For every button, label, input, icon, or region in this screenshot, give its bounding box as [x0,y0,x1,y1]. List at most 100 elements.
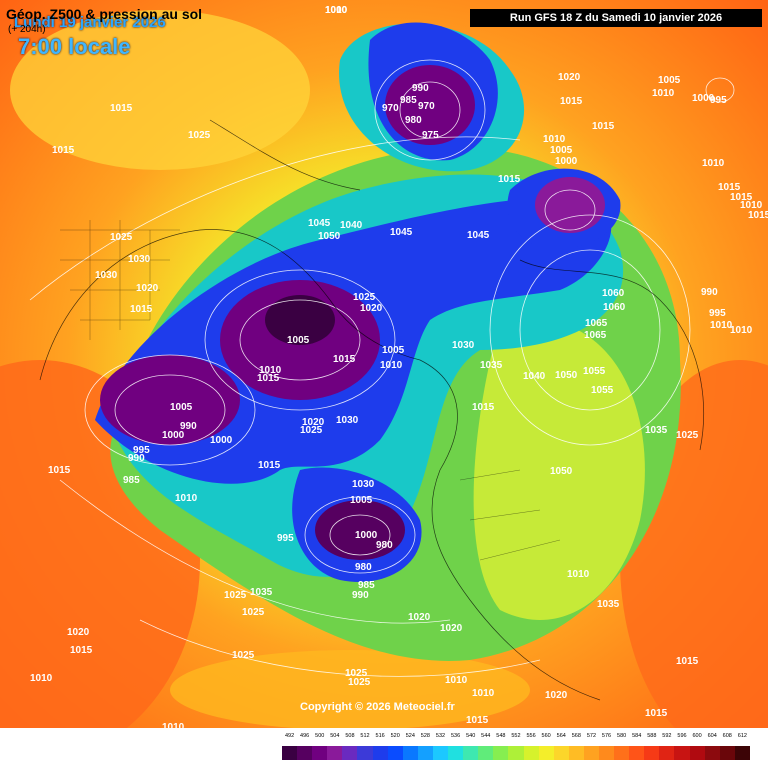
pressure-label: 1015 [748,210,768,221]
pressure-label: 1025 [232,650,255,661]
pressure-label: 1020 [136,283,159,294]
pressure-label: 1015 [110,103,133,114]
pressure-label: 1005 [658,75,681,86]
scale-label: 492 [284,733,295,739]
pressure-label: 995 [709,308,726,319]
pressure-label: 1015 [676,656,699,667]
pressure-label: 1015 [472,402,495,413]
scale-label: 496 [300,733,310,739]
pressure-label: 1020 [302,417,325,428]
scale-swatch [282,746,298,760]
weather-map: 1000101510251015102510301020101510309909… [0,0,768,728]
run-info: Run GFS 18 Z du Samedi 10 janvier 2026 [470,9,762,27]
pressure-label: 985 [358,580,375,591]
scale-swatch [538,746,554,760]
pressure-label: 1000 [355,530,378,541]
scale-label: 544 [481,733,491,739]
pressure-label: 1015 [333,354,356,365]
pressure-label: 975 [422,130,439,141]
pressure-label: 1015 [258,460,281,471]
pressure-label: 1030 [352,479,375,490]
pressure-label: 1000 [555,156,578,167]
pressure-label: 1010 [325,5,348,16]
pressure-label: 1005 [170,402,193,413]
scale-label: 512 [360,733,370,739]
scale-swatch [327,746,343,760]
product-title: Géop. Z500 & pression au sol [6,6,203,22]
pressure-label: 1035 [250,587,273,598]
pressure-label: 1045 [467,230,490,241]
scale-swatch [463,746,479,760]
color-scale [282,746,750,760]
scale-label: 500 [315,733,325,739]
scale-swatch [402,746,418,760]
scale-label: 504 [330,733,340,739]
scale-label: 508 [345,733,355,739]
pressure-label: 1015 [130,304,153,315]
scale-swatch [583,746,599,760]
scale-swatch [448,746,464,760]
pressure-label: 1050 [555,370,578,381]
scale-label: 572 [586,733,597,739]
pressure-label: 1010 [543,134,566,145]
pressure-label: 990 [412,83,429,94]
pressure-label: 1060 [602,288,625,299]
pressure-label: 1050 [550,466,573,477]
scale-label: 612 [737,733,747,739]
pressure-label: 1025 [242,607,265,618]
scale-swatch [659,746,675,760]
pressure-label: 985 [123,475,140,486]
pressure-label: 1010 [710,320,733,331]
scale-label: 532 [435,733,446,739]
core-hudson [265,295,335,345]
pressure-label: 995 [710,95,727,106]
scale-label: 588 [647,733,657,739]
pressure-label: 1030 [336,415,359,426]
pressure-label: 1065 [585,318,608,329]
pressure-label: 1015 [560,96,583,107]
pressure-label: 1000 [692,93,715,104]
pressure-label: 1065 [584,330,607,341]
scale-swatch [689,746,705,760]
pressure-label: 1010 [740,200,763,211]
pressure-label: 1015 [718,182,741,193]
pressure-label: 1025 [224,590,247,601]
scale-swatch [734,746,750,760]
pressure-label: 1000 [325,5,348,16]
pressure-label: 1015 [70,645,93,656]
pressure-label: 1010 [567,569,590,580]
scale-swatch [312,746,328,760]
pressure-label: 1005 [287,335,310,346]
pressure-label: 1025 [110,232,133,243]
pressure-label: 1005 [350,495,373,506]
pressure-label: 1015 [52,145,75,156]
scale-swatch [297,746,313,760]
pressure-label: 1015 [730,192,753,203]
pressure-label: 1025 [345,668,368,679]
scale-swatch [523,746,539,760]
pressure-label: 1040 [340,220,363,231]
scale-swatch [553,746,569,760]
product-subtitle: (+ 204h) [8,24,46,35]
forecast-time: 7:00 locale [18,34,131,59]
pressure-label: 1030 [452,340,475,351]
scale-label: 576 [601,733,612,739]
scale-label: 540 [466,733,476,739]
warm-zone-north [10,10,310,170]
scale-swatch [598,746,615,760]
pressure-label: 1020 [408,612,431,623]
pressure-label: 1025 [353,292,376,303]
pressure-label: 990 [701,287,718,298]
scale-label: 600 [692,733,702,739]
pressure-label: 1055 [591,385,614,396]
pressure-label: 1020 [360,303,383,314]
pressure-label: 1025 [188,130,211,141]
pressure-label: 995 [277,533,294,544]
pressure-label: 1050 [318,231,341,242]
low-arctic-north [385,65,475,145]
pressure-label: 990 [352,590,369,601]
scale-label: 556 [526,733,536,739]
scale-swatch [508,746,524,760]
scale-label: 520 [390,733,400,739]
scale-label: 592 [662,733,672,739]
